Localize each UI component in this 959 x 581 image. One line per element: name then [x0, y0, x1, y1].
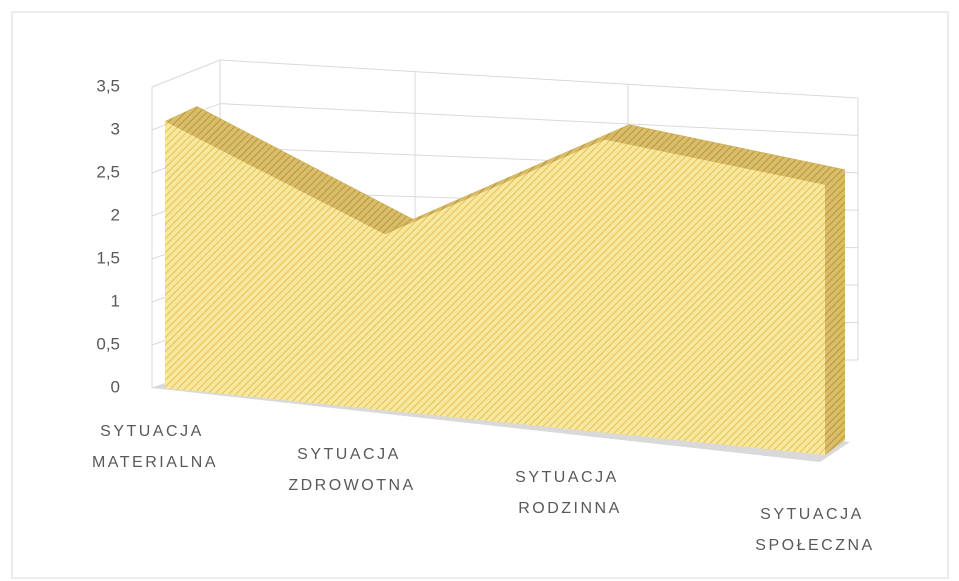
y-tick-label: 0: [111, 377, 120, 396]
y-tick-label: 0,5: [96, 334, 120, 353]
grid-line: [151, 59, 859, 99]
x-tick-label: SYTUACJA SPOŁECZNA: [755, 506, 874, 554]
y-tick-label: 3: [111, 119, 120, 138]
grid-line: [151, 103, 859, 136]
y-tick-label: 1,5: [96, 248, 120, 267]
y-tick-label: 2: [111, 205, 120, 224]
area-side: [825, 169, 845, 455]
frame: [11, 11, 949, 579]
y-tick-label: 1: [111, 291, 120, 310]
x-tick-label: SYTUACJA RODZINNA: [515, 469, 625, 517]
y-tick-label: 2,5: [96, 162, 120, 181]
area: [165, 121, 825, 456]
y-tick-label: 3,5: [96, 76, 120, 95]
x-tick-label: SYTUACJA MATERIALNA: [92, 423, 218, 471]
x-tick-label: SYTUACJA ZDROWOTNA: [288, 446, 415, 494]
